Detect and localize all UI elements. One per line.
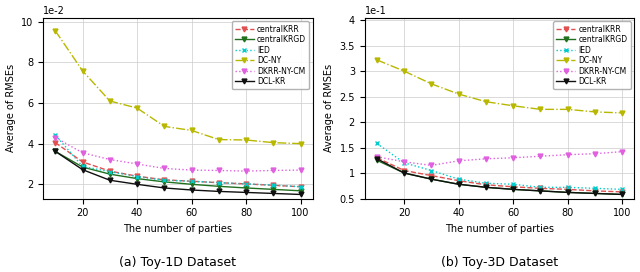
Text: (b) Toy-3D Dataset: (b) Toy-3D Dataset	[441, 256, 558, 269]
X-axis label: The number of parties: The number of parties	[445, 224, 554, 234]
Text: 1e-2: 1e-2	[43, 6, 65, 16]
Legend: centralKRR, centralKRGD, IED, DC-NY, DKRR-NY-CM, DCL-KR: centralKRR, centralKRGD, IED, DC-NY, DKR…	[553, 21, 630, 89]
Text: 1e-1: 1e-1	[365, 6, 387, 16]
Text: (a) Toy-1D Dataset: (a) Toy-1D Dataset	[120, 256, 236, 269]
Y-axis label: Average of RMSEs: Average of RMSEs	[6, 64, 15, 152]
Y-axis label: Average of RMSEs: Average of RMSEs	[324, 64, 334, 152]
X-axis label: The number of parties: The number of parties	[124, 224, 232, 234]
Legend: centralKRR, centralKRGD, IED, DC-NY, DKRR-NY-CM, DCL-KR: centralKRR, centralKRGD, IED, DC-NY, DKR…	[232, 21, 309, 89]
